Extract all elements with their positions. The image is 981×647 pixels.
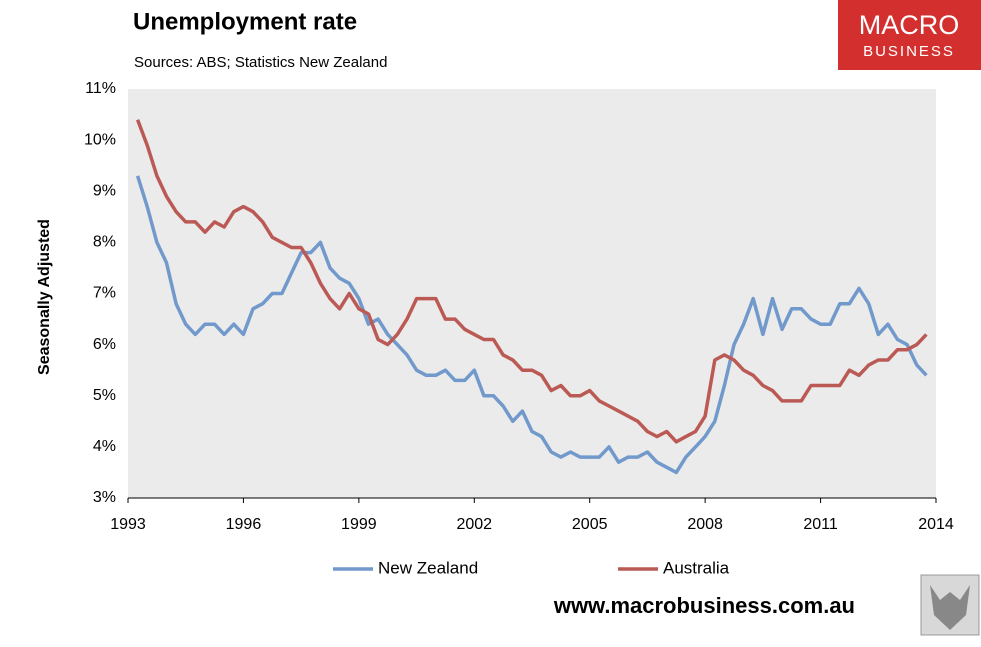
y-tick-label: 10% xyxy=(84,131,116,148)
x-tick-label: 2005 xyxy=(572,516,608,533)
logo-text: BUSINESS xyxy=(863,43,955,60)
x-tick-label: 2008 xyxy=(687,516,723,533)
x-tick-label: 2011 xyxy=(803,516,838,533)
plot-area xyxy=(128,89,936,498)
wolf-icon-shape xyxy=(930,585,970,630)
logo-text: MACRO xyxy=(859,10,960,40)
series-line xyxy=(135,119,928,444)
x-tick-label: 2014 xyxy=(918,516,954,533)
y-axis-label: Seasonally Adjusted xyxy=(36,219,53,375)
series-line xyxy=(135,175,928,475)
footer-url: www.macrobusiness.com.au xyxy=(553,593,855,618)
x-tick-label: 1999 xyxy=(341,516,377,533)
legend-label: Australia xyxy=(663,558,730,577)
x-tick-label: 2002 xyxy=(456,516,492,533)
x-tick-label: 1996 xyxy=(226,516,262,533)
chart-subtitle: Sources: ABS; Statistics New Zealand xyxy=(134,54,387,71)
x-tick-label: 1993 xyxy=(110,516,146,533)
logo-box xyxy=(838,0,981,70)
y-tick-label: 5% xyxy=(93,387,116,404)
y-tick-label: 11% xyxy=(85,80,116,97)
y-tick-label: 3% xyxy=(93,489,116,506)
y-tick-label: 7% xyxy=(93,285,116,302)
legend-label: New Zealand xyxy=(378,558,478,577)
y-tick-label: 8% xyxy=(93,234,116,251)
y-tick-label: 6% xyxy=(93,336,116,353)
y-tick-label: 4% xyxy=(93,438,116,455)
chart-title: Unemployment rate xyxy=(133,8,357,35)
y-tick-label: 9% xyxy=(93,182,116,199)
